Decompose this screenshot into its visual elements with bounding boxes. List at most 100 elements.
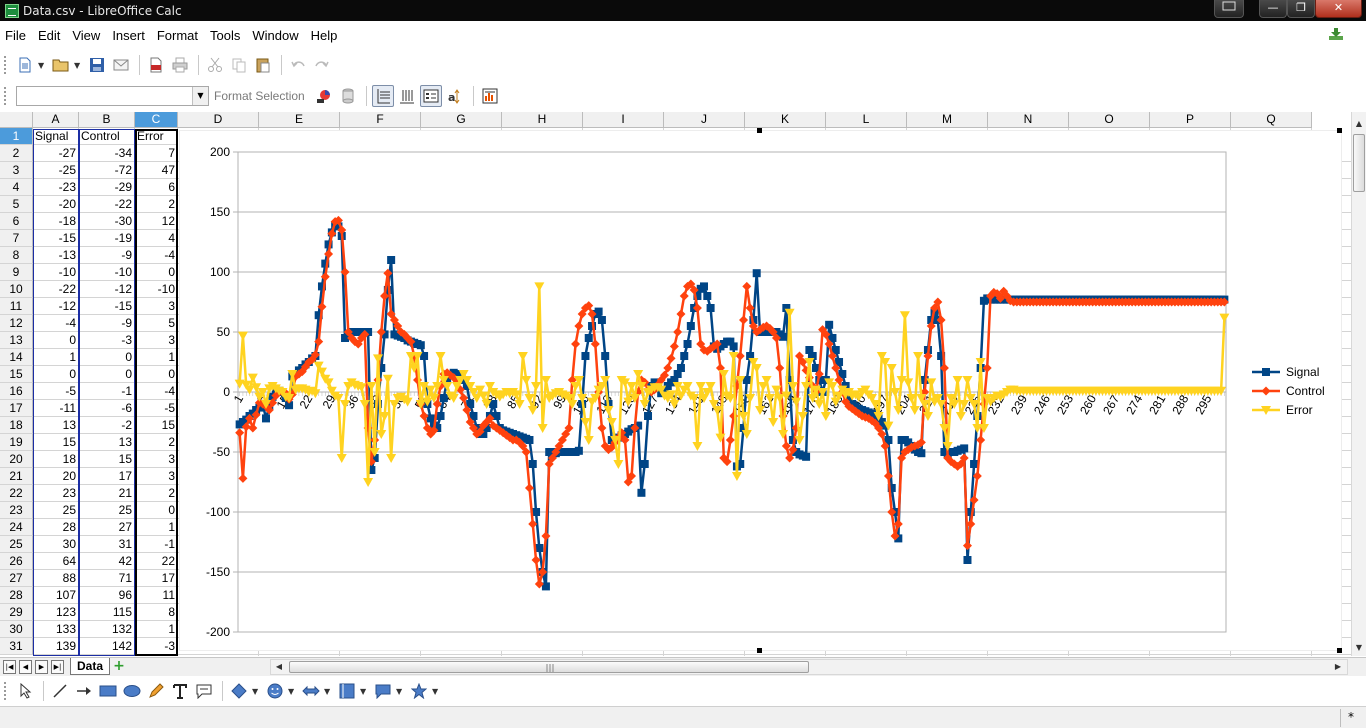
cell-signal[interactable]: 28 — [33, 519, 79, 536]
row-header[interactable]: 20 — [0, 451, 33, 468]
menu-tools[interactable]: Tools — [210, 27, 241, 43]
cell-control[interactable]: -34 — [79, 145, 135, 162]
update-available-icon[interactable] — [1328, 27, 1344, 41]
cell-error[interactable]: 11 — [135, 587, 178, 604]
new-dropdown-icon[interactable]: ▼ — [38, 60, 45, 70]
cell-error[interactable]: 2 — [135, 485, 178, 502]
line-chart[interactable]: 200150100500-50-100-150-2001815222936435… — [180, 131, 1343, 652]
select-tool-button[interactable] — [14, 680, 36, 702]
open-dropdown-icon[interactable]: ▼ — [74, 60, 81, 70]
cell-signal[interactable]: -27 — [33, 145, 79, 162]
row-header[interactable]: 29 — [0, 604, 33, 621]
cell-error[interactable]: 2 — [135, 434, 178, 451]
row-header[interactable]: 30 — [0, 621, 33, 638]
menu-edit[interactable]: Edit — [37, 27, 61, 43]
select-all-corner[interactable] — [0, 112, 33, 128]
cell-signal[interactable]: 1 — [33, 349, 79, 366]
row-header[interactable]: 8 — [0, 247, 33, 264]
row-header[interactable]: 6 — [0, 213, 33, 230]
cell-error[interactable]: -4 — [135, 247, 178, 264]
row-header[interactable]: 23 — [0, 502, 33, 519]
cell-error[interactable]: -5 — [135, 400, 178, 417]
cell-signal[interactable]: 0 — [33, 366, 79, 383]
arrow-tool-button[interactable] — [73, 680, 95, 702]
cut-button[interactable] — [204, 54, 226, 76]
cell-signal[interactable]: -13 — [33, 247, 79, 264]
callout-tool-button[interactable] — [193, 680, 215, 702]
cell-control[interactable]: -6 — [79, 400, 135, 417]
cell-control[interactable]: 96 — [79, 587, 135, 604]
chart-resize-handle-top[interactable] — [757, 128, 762, 133]
row-header[interactable]: 13 — [0, 332, 33, 349]
cell-control[interactable]: 132 — [79, 621, 135, 638]
menu-view[interactable]: View — [72, 27, 101, 43]
cell-error[interactable]: -3 — [135, 638, 178, 655]
row-header[interactable]: 22 — [0, 485, 33, 502]
cell-signal[interactable]: -22 — [33, 281, 79, 298]
row-header[interactable]: 14 — [0, 349, 33, 366]
symbol-shapes-button[interactable] — [264, 680, 286, 702]
cell-control[interactable]: 25 — [79, 502, 135, 519]
cell-signal[interactable]: -4 — [33, 315, 79, 332]
basic-shapes-button[interactable] — [228, 680, 250, 702]
cell-control[interactable]: 21 — [79, 485, 135, 502]
add-sheet-icon[interactable]: + — [113, 658, 125, 674]
cell-control[interactable]: -72 — [79, 162, 135, 179]
row-header[interactable]: 11 — [0, 298, 33, 315]
automatic-layout-button[interactable] — [479, 85, 501, 107]
column-header-q[interactable]: Q — [1231, 112, 1312, 128]
format-selection-button[interactable]: Format Selection — [214, 89, 305, 103]
sheet-tab-data[interactable]: Data — [70, 658, 110, 675]
row-header[interactable]: 5 — [0, 196, 33, 213]
cell-signal[interactable]: -25 — [33, 162, 79, 179]
header-cell-error[interactable]: Error — [135, 128, 178, 145]
row-header[interactable]: 12 — [0, 315, 33, 332]
rectangle-tool-button[interactable] — [97, 680, 119, 702]
flowchart-dropdown-icon[interactable]: ▼ — [360, 686, 367, 696]
cell-signal[interactable]: -11 — [33, 400, 79, 417]
scroll-left-icon[interactable]: ◀ — [275, 662, 283, 671]
block-arrows-dropdown-icon[interactable]: ▼ — [324, 686, 331, 696]
cell-control[interactable]: 142 — [79, 638, 135, 655]
cell-control[interactable]: -3 — [79, 332, 135, 349]
copy-button[interactable] — [228, 54, 250, 76]
cell-error[interactable]: 1 — [135, 349, 178, 366]
cell-error[interactable]: -10 — [135, 281, 178, 298]
column-header-b[interactable]: B — [79, 112, 135, 128]
scroll-right-icon[interactable]: ▶ — [1334, 662, 1342, 671]
cell-signal[interactable]: -12 — [33, 298, 79, 315]
row-header[interactable]: 18 — [0, 417, 33, 434]
cell-signal[interactable]: -18 — [33, 213, 79, 230]
toolbar-grip[interactable] — [4, 682, 8, 700]
cell-signal[interactable]: -15 — [33, 230, 79, 247]
row-header[interactable]: 26 — [0, 553, 33, 570]
callouts-dropdown-icon[interactable]: ▼ — [396, 686, 403, 696]
header-cell-signal[interactable]: Signal — [33, 128, 79, 145]
cell-error[interactable]: 17 — [135, 570, 178, 587]
cell-signal[interactable]: 64 — [33, 553, 79, 570]
cell-control[interactable]: -10 — [79, 264, 135, 281]
menu-format[interactable]: Format — [156, 27, 198, 43]
header-cell-control[interactable]: Control — [79, 128, 135, 145]
cell-error[interactable]: 8 — [135, 604, 178, 621]
cell-control[interactable]: -22 — [79, 196, 135, 213]
column-header-h[interactable]: H — [502, 112, 583, 128]
cell-control[interactable]: 71 — [79, 570, 135, 587]
cell-error[interactable]: 3 — [135, 298, 178, 315]
email-button[interactable] — [110, 54, 132, 76]
menu-window[interactable]: Window — [252, 27, 299, 43]
cell-signal[interactable]: 20 — [33, 468, 79, 485]
cell-error[interactable]: 5 — [135, 315, 178, 332]
cell-control[interactable]: -19 — [79, 230, 135, 247]
column-header-n[interactable]: N — [988, 112, 1069, 128]
scroll-up-icon[interactable]: ▲ — [1355, 119, 1363, 128]
cell-signal[interactable]: 0 — [33, 332, 79, 349]
column-header-a[interactable]: A — [33, 112, 79, 128]
row-header[interactable]: 17 — [0, 400, 33, 417]
horizontal-scroll-thumb[interactable] — [289, 661, 809, 673]
horizontal-scrollbar[interactable]: ◀ ▶ — [270, 659, 1348, 675]
row-header[interactable]: 10 — [0, 281, 33, 298]
column-header-e[interactable]: E — [259, 112, 340, 128]
undo-button[interactable] — [287, 54, 309, 76]
stars-button[interactable] — [408, 680, 430, 702]
